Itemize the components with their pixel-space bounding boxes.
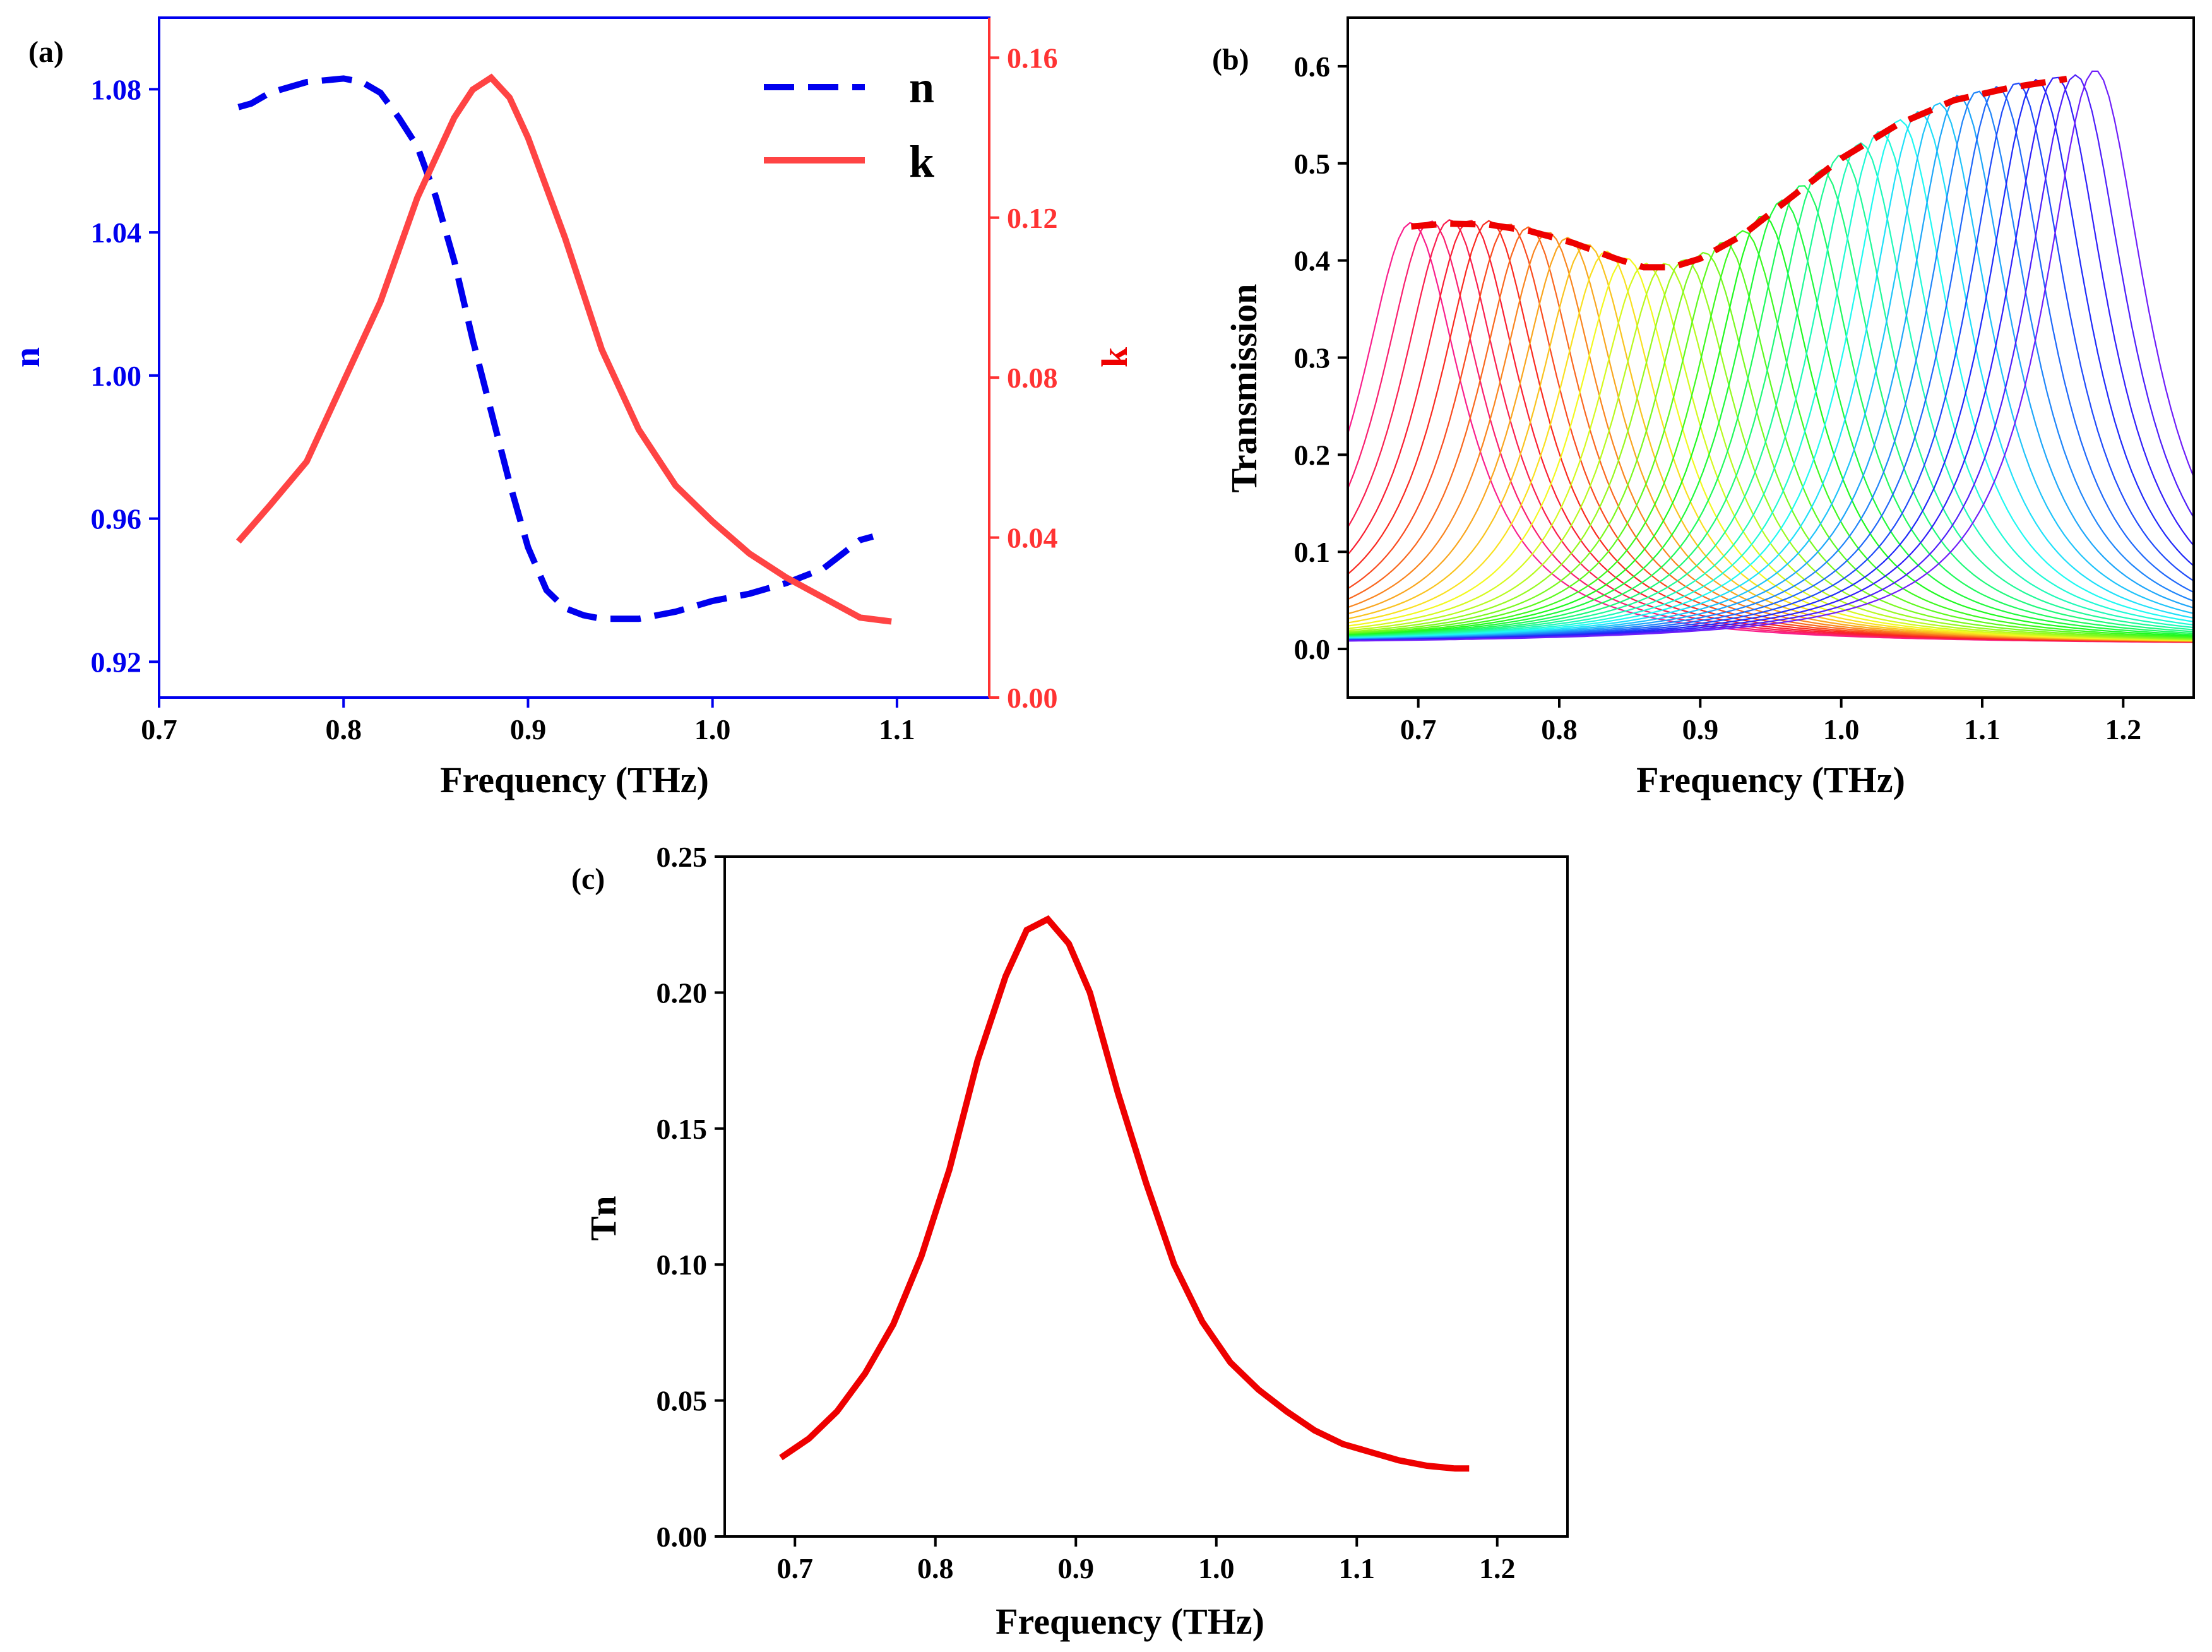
panel-c-x-tick-label: 1.0 [1198, 1552, 1235, 1584]
transmission-curve [1348, 259, 2194, 640]
transmission-curve [1348, 251, 2194, 639]
series-n-line [237, 75, 874, 622]
panel-a: (a) 0.7 0.8 0.9 1.0 1.1 0.92 0.96 1.00 1.04 1.08… [6, 16, 1135, 800]
panel-c-y-ticks: 0.00 0.05 0.10 0.15 0.20 0.25 [657, 841, 725, 1553]
panel-a-x-tick-label: 0.9 [510, 713, 547, 746]
panel-b-y-tick-label: 0.0 [1294, 633, 1331, 665]
transmission-curve [1348, 86, 2194, 641]
panel-c-y-tick-label: 0.00 [657, 1521, 708, 1553]
panel-c-x-tick-label: 1.2 [1479, 1552, 1516, 1584]
panel-a-left-y-tick-label: 1.08 [91, 73, 142, 105]
panel-a-left-y-tick-label: 0.92 [91, 646, 142, 678]
panel-b-x-tick-label: 0.7 [1400, 713, 1437, 746]
panel-b-x-tick-label: 1.0 [1823, 713, 1860, 746]
panel-a-x-tick-label: 1.1 [879, 713, 915, 746]
panel-b-y-tick-label: 0.4 [1294, 245, 1331, 277]
panel-a-frame [158, 16, 990, 699]
panel-c-frame [723, 855, 1569, 1538]
panel-c-y-tick-label: 0.20 [657, 977, 708, 1009]
panel-b-x-tick-label: 1.2 [2105, 713, 2142, 746]
panel-a-right-y-ticks: 0.00 0.04 0.08 0.12 0.16 [989, 42, 1058, 714]
panel-b-y-tick-label: 0.6 [1294, 51, 1331, 83]
panel-a-x-axis-title: Frequency (THz) [440, 759, 709, 800]
transmission-curve [1348, 199, 2194, 637]
transmission-curve [1348, 155, 2194, 638]
panel-a-left-y-tick-label: 1.00 [91, 360, 142, 392]
panel-b-y-ticks: 0.0 0.1 0.2 0.3 0.4 0.5 0.6 [1294, 51, 1348, 665]
panel-a-x-ticks: 0.7 0.8 0.9 1.0 1.1 [141, 698, 915, 746]
transmission-curve [1348, 95, 2194, 640]
transmission-curve [1348, 258, 2194, 641]
legend-k-label: k [909, 136, 934, 187]
transmission-curve [1348, 90, 2194, 641]
panel-a-left-y-ticks: 0.92 0.96 1.00 1.04 1.08 [91, 73, 159, 678]
panel-c-y-tick-label: 0.05 [657, 1385, 708, 1417]
transmission-curve [1348, 263, 2194, 641]
panel-a-right-y-tick-label: 0.16 [1007, 42, 1058, 74]
panel-b-x-ticks: 0.7 0.8 0.9 1.0 1.1 1.2 [1400, 698, 2141, 746]
transmission-curve [1348, 169, 2194, 638]
transmission-curve [1348, 119, 2194, 639]
panel-c: (c) 0.7 0.8 0.9 1.0 1.1 1.2 0.000.050.100.150… [571, 841, 1569, 1642]
transmission-curve [1348, 230, 2194, 638]
panel-c-x-axis-title: Frequency (THz) [996, 1601, 1264, 1642]
panel-b-curves [1348, 70, 2194, 643]
series-k-line [235, 73, 892, 625]
panel-a-x-tick-label: 1.0 [694, 713, 731, 746]
panel-c-x-tick-label: 1.1 [1339, 1552, 1376, 1584]
panel-a-right-y-tick-label: 0.08 [1007, 362, 1058, 394]
transmission-curve [1348, 241, 2194, 639]
panel-a-right-y-tick-label: 0.00 [1007, 682, 1058, 714]
panel-a-label: (a) [28, 35, 64, 69]
panel-c-y-tick-label: 0.25 [657, 841, 708, 873]
transmission-curve [1348, 142, 2194, 638]
panel-b-y-axis-title: Transmission [1223, 284, 1264, 493]
panel-a-x-tick-label: 0.7 [141, 713, 177, 746]
panel-b-envelope-line [1411, 75, 2067, 271]
panel-c-x-ticks: 0.7 0.8 0.9 1.0 1.1 1.2 [777, 1536, 1516, 1584]
transmission-curve [1348, 185, 2194, 638]
series-tn-line [779, 915, 1470, 1472]
legend-n-label: n [909, 62, 934, 112]
panel-b-y-tick-label: 0.5 [1294, 148, 1331, 180]
panel-a-left-y-axis-title: n [6, 347, 47, 367]
panel-b: (b) 0.7 0.8 0.9 1.0 1.1 1.2 0.00.10.20.30.40.… [1212, 16, 2195, 800]
transmission-curve [1348, 110, 2194, 639]
panel-a-x-tick-label: 0.8 [325, 713, 362, 746]
panel-c-x-tick-label: 0.7 [777, 1552, 814, 1584]
panel-b-y-tick-label: 0.3 [1294, 342, 1331, 374]
transmission-curve [1348, 70, 2194, 642]
transmission-curve [1348, 215, 2194, 637]
panel-b-label: (b) [1212, 43, 1249, 76]
panel-c-x-tick-label: 0.8 [917, 1552, 954, 1584]
transmission-curve [1348, 263, 2194, 641]
panel-b-y-tick-label: 0.1 [1294, 536, 1331, 568]
panel-a-right-y-axis-title: k [1094, 347, 1135, 367]
panel-b-x-axis-title: Frequency (THz) [1636, 759, 1905, 800]
panel-c-y-tick-label: 0.15 [657, 1113, 708, 1145]
panel-b-x-tick-label: 0.8 [1541, 713, 1578, 746]
panel-b-y-tick-label: 0.2 [1294, 439, 1331, 471]
panel-a-left-y-tick-label: 0.96 [91, 503, 142, 535]
transmission-curve [1348, 131, 2194, 639]
panel-c-x-tick-label: 0.9 [1058, 1552, 1095, 1584]
panel-c-y-tick-label: 0.10 [657, 1249, 708, 1281]
panel-c-label: (c) [571, 862, 605, 896]
panel-a-right-y-tick-label: 0.12 [1007, 202, 1058, 234]
panel-b-x-tick-label: 1.1 [1964, 713, 2001, 746]
panel-c-y-axis-title: Tn [583, 1196, 624, 1241]
panel-a-left-y-tick-label: 1.04 [91, 217, 142, 249]
panel-b-x-tick-label: 0.9 [1682, 713, 1719, 746]
transmission-curve [1348, 244, 2194, 642]
panel-a-right-y-tick-label: 0.04 [1007, 522, 1058, 554]
